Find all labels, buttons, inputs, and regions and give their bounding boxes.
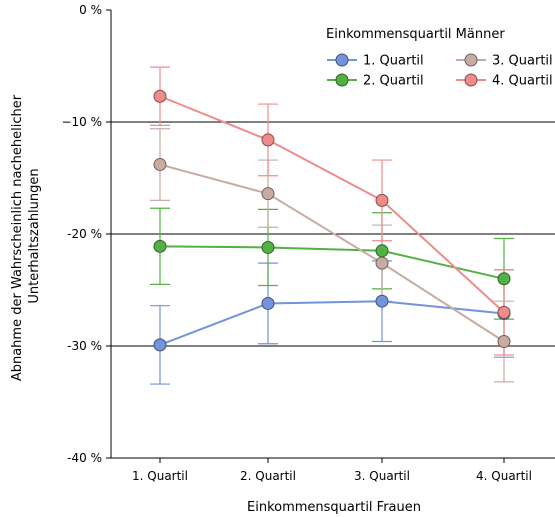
data-point: [497, 272, 511, 286]
y-axis-title: Abnahme der Wahrscheinlich nachehelicher…: [10, 91, 42, 381]
data-point: [153, 89, 167, 103]
data-point: [497, 335, 511, 349]
legend: Einkommensquartil Männer 1. Quartil 2. Qu…: [326, 27, 553, 89]
legend-title: Einkommensquartil Männer: [326, 27, 505, 42]
legend-label: 2. Quartil: [363, 74, 424, 89]
y-tick-label: -40 %: [67, 451, 102, 465]
y-tick-label: 0 %: [79, 3, 102, 17]
legend-marker: [464, 73, 478, 87]
data-point: [497, 305, 511, 319]
x-tick-label: 1. Quartil: [132, 469, 188, 483]
legend-marker: [464, 53, 478, 67]
series-layer: [150, 66, 514, 385]
data-point: [375, 193, 389, 207]
data-point: [375, 256, 389, 270]
y-tick-label: -30 %: [67, 339, 102, 353]
legend-label: 3. Quartil: [492, 54, 553, 69]
legend-marker: [335, 53, 349, 67]
series-line: [159, 95, 505, 314]
series-line: [159, 245, 505, 280]
data-point: [261, 240, 275, 254]
x-tick-label: 2. Quartil: [240, 469, 296, 483]
y-tick-label: −10 %: [61, 115, 102, 129]
y-tick-label: -20 %: [67, 227, 102, 241]
axes: 0 % −10 % -20 % -30 % -40 % 1. Quartil 2. Quar…: [61, 3, 555, 483]
data-point: [153, 239, 167, 253]
x-tick-label: 3. Quartil: [354, 469, 410, 483]
data-point: [375, 244, 389, 258]
data-point: [261, 187, 275, 201]
legend-label: 1. Quartil: [363, 54, 424, 69]
legend-marker: [335, 73, 349, 87]
data-point: [375, 294, 389, 308]
series-line: [159, 163, 505, 343]
data-point: [153, 338, 167, 352]
y-axis-title-line-1: Abnahme der Wahrscheinlich nachehelicher: [10, 94, 25, 381]
data-point: [261, 133, 275, 147]
x-tick-label: 4. Quartil: [476, 469, 532, 483]
y-axis-title-line-2: Unterhaltszahlungen: [27, 168, 42, 303]
series-line: [159, 300, 505, 346]
x-axis-title: Einkommensquartil Frauen: [247, 500, 421, 515]
data-point: [261, 296, 275, 310]
legend-label: 4. Quartil: [492, 74, 553, 89]
data-point: [153, 158, 167, 172]
axis-labels: Einkommensquartil Frauen Abnahme der Wah…: [10, 91, 421, 515]
